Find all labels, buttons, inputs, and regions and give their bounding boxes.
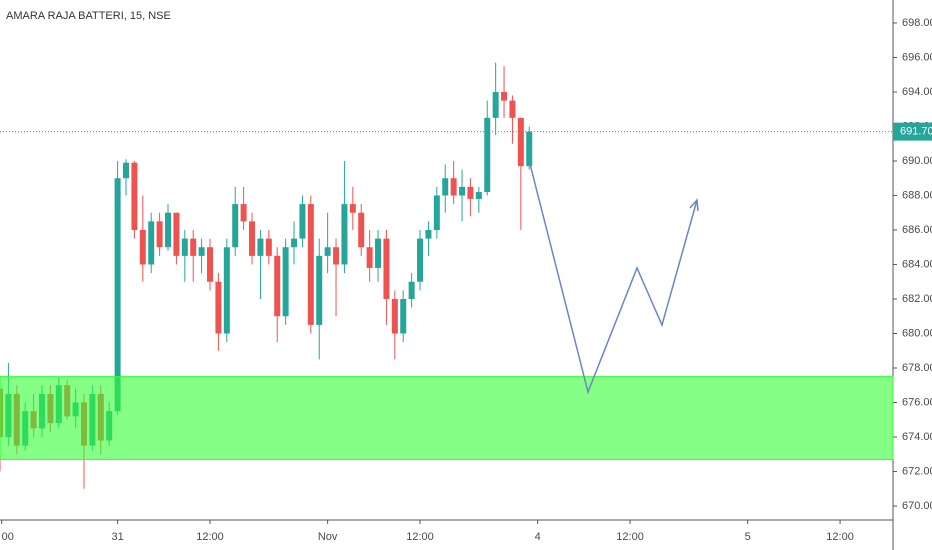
x-tick-label: 12:00 [616, 531, 644, 543]
y-tick-label: 676.00 [902, 396, 932, 408]
last-price-label: 691.70 [900, 126, 932, 138]
y-tick-label: 686.00 [902, 224, 932, 236]
x-tick-label: 12:00 [826, 531, 854, 543]
y-tick-label: 690.00 [902, 155, 932, 167]
candle-body [181, 238, 188, 256]
candle-body [408, 281, 415, 299]
candle-body [299, 204, 306, 239]
candle-body [165, 212, 172, 248]
y-tick-label: 672.00 [902, 465, 932, 477]
candle-body [475, 192, 482, 199]
candle-body [383, 238, 390, 299]
candle-body [249, 221, 256, 256]
x-tick-label: Nov [318, 531, 338, 543]
y-tick-label: 682.00 [902, 293, 932, 305]
candle-body [400, 298, 407, 334]
candle-body [425, 229, 432, 239]
x-tick-label: 31 [111, 531, 123, 543]
candle-body [190, 238, 197, 256]
y-tick-label: 696.00 [902, 51, 932, 63]
candle-body [291, 238, 298, 248]
projection-path [529, 163, 698, 395]
candle-body [139, 229, 146, 265]
x-tick-label: 00 [2, 531, 14, 543]
candle-body [123, 162, 130, 179]
candle-body [148, 221, 155, 265]
candle-body [375, 238, 382, 268]
candle-body [459, 186, 466, 196]
candle-body [450, 178, 457, 196]
candle-body [232, 204, 239, 248]
last-price-tag [893, 122, 932, 141]
candle-body [433, 195, 440, 230]
candle-body [391, 298, 398, 334]
candle-body [341, 204, 348, 265]
candle-body [467, 186, 474, 199]
candle-body [240, 204, 247, 222]
candle-body [173, 212, 180, 256]
y-tick-label: 698.00 [902, 17, 932, 29]
y-tick-label: 670.00 [902, 500, 932, 512]
candle-body [501, 91, 508, 101]
support-zone [0, 376, 894, 460]
x-tick-label: 12:00 [406, 531, 434, 543]
candle-body [316, 255, 323, 325]
candle-body [156, 221, 163, 248]
y-tick-label: 694.00 [902, 86, 932, 98]
y-tick-label: 684.00 [902, 258, 932, 270]
y-tick-label: 688.00 [902, 189, 932, 201]
candle-body [223, 247, 230, 334]
candle-body [509, 100, 516, 118]
candle-body [484, 117, 491, 193]
x-tick-label: 12:00 [196, 531, 224, 543]
projection-arrowhead [689, 198, 699, 212]
candle-body [333, 247, 340, 265]
candle-body [366, 247, 373, 268]
candle-body [417, 238, 424, 282]
candle-body [492, 91, 499, 118]
y-tick-label: 678.00 [902, 362, 932, 374]
candle-body [526, 131, 533, 167]
candle-body [442, 178, 449, 196]
candle-body [207, 247, 214, 282]
candle-body [517, 117, 524, 167]
y-tick-label: 674.00 [902, 431, 932, 443]
chart-title: AMARA RAJA BATTERI, 15, NSE [6, 10, 171, 22]
candle-body [358, 212, 365, 248]
candle-body [282, 247, 289, 317]
candle-body [349, 204, 356, 213]
x-tick-label: 4 [535, 531, 541, 543]
y-tick-label: 680.00 [902, 327, 932, 339]
x-tick-label: 5 [745, 531, 751, 543]
candle-body [307, 204, 314, 325]
candle-body [198, 247, 205, 256]
candle-body [215, 281, 222, 334]
candle-body [131, 162, 138, 230]
candle-body [257, 238, 264, 256]
candle-body [114, 178, 121, 412]
candle-body [324, 247, 331, 256]
candle-body [274, 255, 281, 317]
candle-body [265, 238, 272, 256]
